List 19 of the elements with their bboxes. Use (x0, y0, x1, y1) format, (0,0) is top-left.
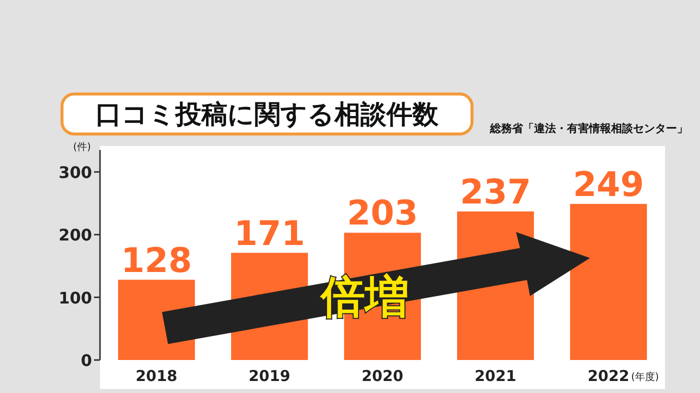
text: 総務省「違法・有害情報相談センター」 (489, 122, 688, 135)
x-tick-label: 2019 (248, 367, 290, 385)
x-tick-label: 2020 (362, 367, 404, 385)
x-tick-label: 2018 (136, 367, 178, 385)
x-tick-label: 2022 (588, 367, 630, 385)
bar (570, 204, 647, 360)
data-label: 237 (460, 172, 531, 212)
y-tick-label: 300 (58, 162, 92, 182)
x-axis-title: (年度) (631, 371, 659, 383)
y-tick-label: 200 (58, 226, 92, 245)
data-label: 128 (121, 240, 192, 281)
y-axis-title: (件) (73, 142, 91, 153)
x-tick-label: 2021 (474, 367, 516, 385)
chart-title: 口コミ投稿に関する相談件数 (96, 100, 440, 130)
data-label: 203 (347, 194, 418, 234)
y-tick-label: 0 (80, 351, 92, 370)
data-label: 171 (234, 214, 305, 254)
data-label: 249 (573, 164, 644, 205)
y-tick-label: 100 (58, 288, 92, 308)
